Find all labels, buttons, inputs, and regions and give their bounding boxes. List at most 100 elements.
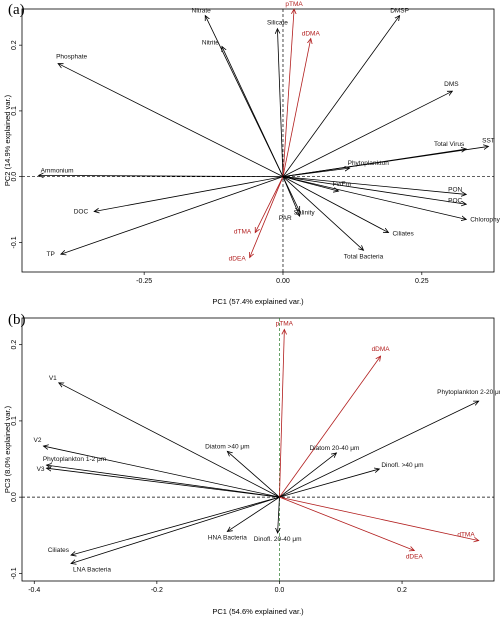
vector-label: Phytoplankton 2-20 μm bbox=[437, 389, 500, 396]
vector-label: Silicate bbox=[267, 20, 288, 27]
loading-arrow bbox=[279, 401, 478, 498]
y-tick-label: -0.1 bbox=[11, 236, 18, 248]
loading-arrow bbox=[282, 176, 466, 205]
loading-arrow bbox=[279, 496, 414, 550]
loading-arrow bbox=[282, 16, 400, 177]
vector-label: Phytoplankton bbox=[348, 160, 390, 167]
loading-arrow bbox=[282, 168, 350, 178]
x-axis-label: PC1 (54.6% explained var.) bbox=[212, 607, 304, 616]
plot-frame bbox=[21, 8, 495, 273]
vector-label: pTMA bbox=[285, 1, 303, 8]
vector-label: Diatom >40 μm bbox=[205, 443, 249, 450]
loading-arrow bbox=[58, 64, 284, 178]
panel-a: (a) -0.25 0.00 0.25 -0.1 0.0 0.1 0.2 PC1 (57.4% … bbox=[3, 1, 500, 306]
loading-arrow bbox=[47, 468, 280, 498]
vector-label: Dinofl. >40 μm bbox=[381, 462, 423, 469]
vector-label: Salinity bbox=[294, 210, 316, 217]
x-axis-label: PC1 (57.4% explained var.) bbox=[212, 297, 304, 306]
x-tick-label: 0.00 bbox=[276, 278, 290, 285]
y-axis-label: PC3 (8.0% explained var.) bbox=[3, 405, 12, 493]
vector-label: V1 bbox=[49, 375, 57, 382]
loading-arrow bbox=[279, 356, 380, 498]
vector-label: DMS bbox=[444, 81, 459, 88]
loading-arrow bbox=[282, 146, 488, 178]
loading-arrow bbox=[47, 465, 280, 498]
loading-arrow bbox=[59, 383, 280, 498]
vector-label: Total Bacteria bbox=[344, 253, 384, 260]
vector-label: PAR bbox=[279, 215, 292, 222]
x-tick-label: 0.2 bbox=[397, 587, 407, 594]
vector-label: dDEA bbox=[229, 256, 247, 263]
vector-label: DOC bbox=[74, 209, 89, 216]
loading-arrow bbox=[43, 446, 280, 498]
loading-arrow bbox=[282, 176, 364, 251]
x-tick-label: -0.25 bbox=[136, 278, 152, 285]
vector-label: pTMA bbox=[276, 320, 294, 327]
vector-label: dTMA bbox=[234, 229, 252, 236]
vector-label: Ciliates bbox=[392, 231, 414, 238]
y-axis-label: PC2 (14.9% explained var.) bbox=[3, 94, 12, 186]
loading-arrow bbox=[278, 497, 280, 533]
y-tick-label: 0.1 bbox=[11, 106, 18, 116]
y-tick-label: 0.2 bbox=[11, 340, 18, 350]
x-tick-label: 0.25 bbox=[415, 278, 429, 285]
loading-arrow bbox=[71, 496, 280, 555]
loading-arrow bbox=[94, 176, 284, 212]
loading-arrow bbox=[279, 469, 379, 498]
panel-label: (b) bbox=[8, 312, 26, 328]
loading-arrow bbox=[277, 29, 284, 177]
vector-label: HNA Bacteria bbox=[208, 534, 247, 541]
vector-label: Ammonium bbox=[41, 167, 74, 174]
vector-label: LNA Bacteria bbox=[73, 566, 111, 573]
loading-arrow bbox=[227, 496, 280, 531]
loading-arrow bbox=[279, 453, 336, 498]
vector-label: DMSP bbox=[390, 8, 409, 15]
vector-label: V2 bbox=[34, 437, 42, 444]
loading-arrow bbox=[282, 176, 389, 233]
vector-label: PON bbox=[448, 186, 462, 193]
x-tick-label: -0.4 bbox=[28, 587, 40, 594]
y-tick-label: 0.0 bbox=[11, 492, 18, 502]
vector-label: Phosphate bbox=[56, 54, 87, 61]
vector-label: dTMA bbox=[457, 532, 475, 539]
loading-arrow bbox=[61, 176, 284, 255]
vector-label: POC bbox=[448, 197, 462, 204]
loading-arrow bbox=[279, 496, 478, 540]
vector-label: Ciliates bbox=[48, 547, 70, 554]
vector-label: TP bbox=[47, 251, 55, 258]
loading-arrow bbox=[282, 39, 311, 177]
vector-label: Fv/Fm bbox=[333, 181, 351, 188]
panel-b: (b) -0.4 -0.2 0.0 0.2 -0.1 0.0 0.1 0.2 PC1 (54.6%… bbox=[3, 312, 500, 616]
loading-arrow bbox=[282, 9, 294, 177]
loading-arrow bbox=[282, 176, 300, 216]
loading-arrow bbox=[71, 496, 280, 563]
vector-label: SST bbox=[482, 137, 495, 144]
vector-label: Nitrate bbox=[192, 8, 212, 15]
loading-arrow bbox=[282, 176, 466, 195]
vector-label: dDMA bbox=[302, 31, 321, 38]
vector-label: Diatom 20-40 μm bbox=[309, 445, 359, 452]
vector-label: Dinofl. 20-40 μm bbox=[254, 536, 302, 543]
plot-frame bbox=[21, 317, 495, 582]
x-tick-label: -0.2 bbox=[151, 587, 163, 594]
y-tick-label: -0.1 bbox=[11, 567, 18, 579]
vector-label: Phytoplankton 1-2 μm bbox=[43, 456, 106, 463]
loading-arrow bbox=[282, 91, 452, 178]
vector-label: V3 bbox=[37, 466, 45, 473]
loading-arrow bbox=[279, 329, 284, 498]
y-tick-label: 0.0 bbox=[11, 172, 18, 182]
loading-arrow bbox=[255, 176, 284, 233]
vector-label: Chlorophyll-a bbox=[470, 216, 500, 223]
y-tick-label: 0.2 bbox=[11, 40, 18, 50]
panel-label: (a) bbox=[8, 2, 25, 18]
vector-label: Nitrite bbox=[202, 39, 219, 46]
loading-arrow bbox=[250, 176, 284, 258]
loading-arrow bbox=[227, 451, 280, 498]
vector-label: dDMA bbox=[372, 346, 391, 353]
x-tick-label: 0.0 bbox=[275, 587, 285, 594]
loading-arrow bbox=[222, 46, 284, 177]
loading-arrow bbox=[39, 175, 283, 176]
vector-label: dDEA bbox=[406, 554, 424, 561]
loading-arrow bbox=[282, 176, 466, 220]
